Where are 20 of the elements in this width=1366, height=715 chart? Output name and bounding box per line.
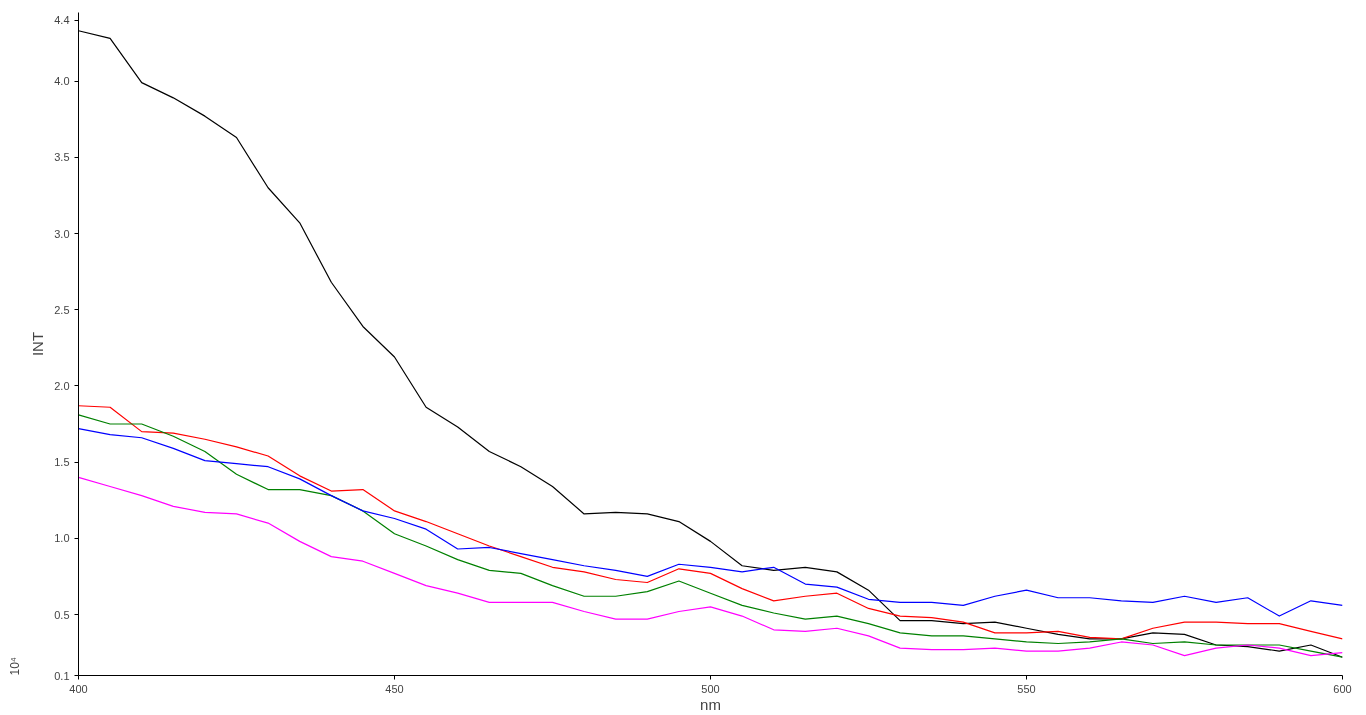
y-tick-label: 3.5 [54, 151, 70, 164]
text: 10⁴ [7, 656, 22, 676]
y-tick-label: 2.5 [54, 303, 70, 316]
y-tick-label: 1.5 [54, 456, 70, 469]
y-tick-label: 1.0 [54, 532, 70, 545]
line-series [78, 476, 1343, 657]
line-series [78, 427, 1343, 617]
y-tick-label: 4.4 [54, 14, 70, 27]
y-tick-label: 3.0 [54, 227, 70, 240]
x-tick-label: 600 [1333, 682, 1352, 695]
y-tick-label: 0.1 [54, 669, 70, 682]
x-tick-label: 400 [69, 682, 88, 695]
y-tick-label: 4.0 [54, 75, 70, 88]
x-tick-label: 550 [1017, 682, 1036, 695]
y-tick-label: 2.0 [54, 379, 70, 392]
x-tick-label: 500 [701, 682, 720, 695]
y-tick-label: 0.5 [54, 608, 70, 621]
x-axis-title: nm [700, 695, 721, 713]
y-axis-title: INT [29, 331, 47, 357]
x-tick-label: 450 [385, 682, 404, 695]
